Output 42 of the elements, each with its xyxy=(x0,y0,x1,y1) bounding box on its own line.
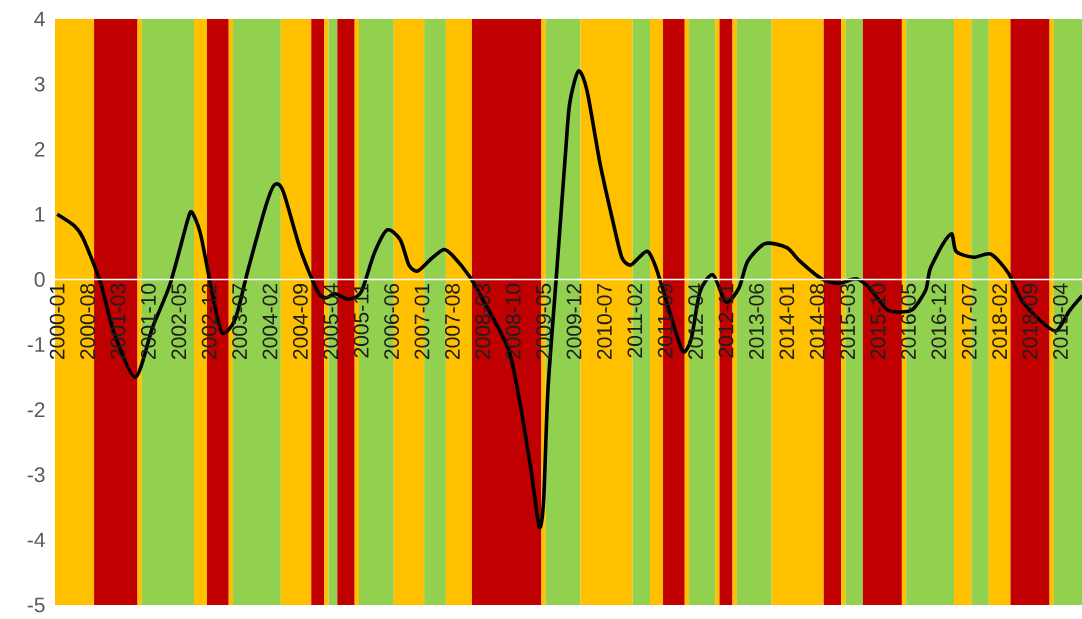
x-tick-label: 2001-03 xyxy=(110,283,126,359)
x-tick-label: 2005-11 xyxy=(353,284,369,358)
y-tick-label: -5 xyxy=(27,597,45,613)
y-tick-label: -3 xyxy=(27,467,45,483)
x-tick-label: 2012-04 xyxy=(688,283,704,359)
x-tick-label: 2014-01 xyxy=(779,284,795,359)
x-tick-label: 2008-03 xyxy=(475,283,491,359)
x-tick-label: 2009-12 xyxy=(566,284,582,359)
x-tick-label: 2005-04 xyxy=(323,283,339,359)
x-tick-label: 2013-06 xyxy=(748,283,764,359)
y-tick-label: 3 xyxy=(34,76,45,92)
x-tick-label: 2000-08 xyxy=(80,283,96,359)
x-tick-label: 2000-01 xyxy=(49,284,65,359)
x-tick-label: 2011-09 xyxy=(657,283,673,358)
x-tick-label: 2010-07 xyxy=(596,284,612,359)
x-tick-label: 2001-10 xyxy=(140,283,156,359)
x-tick-label: 2015-10 xyxy=(870,283,886,359)
x-tick-label: 2004-09 xyxy=(292,283,308,359)
y-tick-label: -4 xyxy=(27,532,45,548)
x-tick-label: 2006-06 xyxy=(384,283,400,359)
y-tick-label: 0 xyxy=(34,272,45,287)
x-tick-label: 2018-02 xyxy=(992,284,1008,359)
y-tick-label: -1 xyxy=(27,337,45,352)
x-tick-label: 2007-01 xyxy=(414,284,430,359)
x-tick-label: 2019-04 xyxy=(1052,283,1068,359)
y-tick-label: 1 xyxy=(35,207,45,222)
x-tick-label: 2009-05 xyxy=(536,283,552,359)
y-tick-label: 2 xyxy=(34,141,45,157)
y-tick-label: -2 xyxy=(27,402,45,417)
x-tick-label: 2015-03 xyxy=(840,283,856,359)
x-tick-label: 2004-02 xyxy=(262,284,278,359)
x-tick-label: 2014-08 xyxy=(809,283,825,359)
x-tick-label: 2002-05 xyxy=(171,283,187,359)
x-tick-label: 2007-08 xyxy=(444,283,460,359)
x-tick-label: 2002-12 xyxy=(201,284,217,359)
x-tick-label: 2018-09 xyxy=(1022,283,1038,359)
x-tick-label: 2017-07 xyxy=(961,284,977,359)
x-tick-label: 2008-10 xyxy=(505,283,521,359)
x-tick-label: 2011-02 xyxy=(627,284,643,358)
x-tick-label: 2003-07 xyxy=(232,284,248,359)
y-tick-label: 4 xyxy=(34,11,45,27)
x-tick-label: 2016-12 xyxy=(931,284,947,359)
